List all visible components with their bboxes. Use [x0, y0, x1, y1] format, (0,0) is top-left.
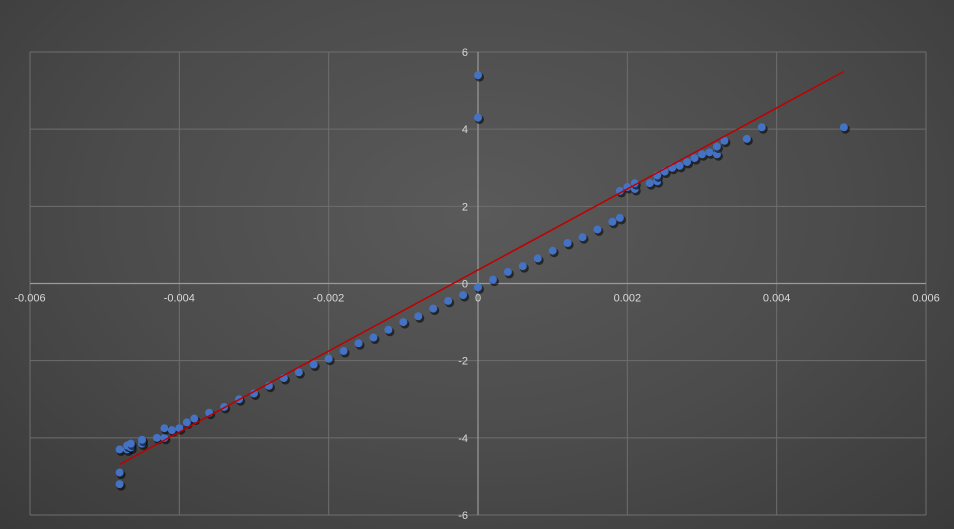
data-point [250, 389, 258, 398]
data-point [152, 433, 161, 442]
y-tick-label: 2 [462, 201, 468, 213]
data-point [839, 123, 848, 132]
y-tick-label: -4 [458, 433, 468, 445]
y-tick-label: -6 [458, 510, 468, 522]
x-tick-label: -0.002 [313, 293, 344, 305]
y-tick-label: 4 [462, 124, 468, 136]
data-point [712, 142, 721, 151]
data-point [414, 312, 423, 321]
data-point [548, 246, 557, 255]
y-tick-label: -2 [458, 356, 468, 368]
data-point [705, 148, 714, 157]
x-tick-label: -0.004 [164, 293, 195, 305]
x-tick-label: -0.006 [14, 293, 45, 305]
data-point [533, 254, 542, 263]
x-tick-label: 0 [475, 293, 481, 305]
data-point [459, 291, 468, 300]
data-point [190, 414, 199, 423]
data-point [115, 480, 124, 489]
data-point [757, 123, 766, 132]
data-point [115, 445, 124, 454]
data-point [444, 296, 453, 305]
data-point [324, 354, 333, 363]
data-point [115, 468, 124, 477]
data-point [518, 262, 527, 271]
y-tick-labels: -6 -4 -2 0 2 4 6 [458, 47, 468, 522]
data-point [615, 213, 624, 222]
data-point [645, 179, 654, 188]
data-point [369, 333, 378, 342]
data-point [167, 426, 176, 435]
data-point [354, 339, 363, 348]
x-tick-labels: -0.006 -0.004 -0.002 0 0.002 0.004 0.006 [14, 293, 939, 305]
data-point [690, 154, 699, 163]
data-point [474, 71, 482, 80]
data-point [182, 418, 191, 427]
data-point [720, 136, 729, 145]
data-point [608, 217, 617, 226]
trendline [119, 70, 845, 466]
data-point [578, 233, 587, 242]
data-point [399, 318, 408, 327]
data-point [503, 267, 512, 276]
x-tick-label: 0.004 [763, 293, 791, 305]
trendline-group [119, 70, 845, 466]
data-point [698, 150, 706, 159]
data-point [294, 368, 303, 377]
data-point [615, 186, 624, 195]
data-point [126, 439, 135, 448]
y-tick-label: 0 [462, 279, 468, 291]
data-point [488, 275, 497, 284]
data-point [474, 113, 482, 122]
data-point [683, 157, 692, 166]
data-point [623, 183, 632, 192]
data-point [563, 238, 572, 247]
data-point [309, 360, 318, 369]
data-point [160, 424, 169, 433]
data-point [339, 347, 348, 356]
data-point [742, 134, 751, 143]
data-point [429, 304, 438, 313]
x-tick-label: 0.006 [912, 293, 940, 305]
data-point [384, 325, 393, 334]
y-tick-label: 6 [462, 47, 468, 59]
x-tick-label: 0.002 [614, 293, 642, 305]
data-points [115, 71, 850, 491]
data-point [138, 435, 146, 444]
data-point [474, 283, 482, 292]
data-point [593, 225, 602, 234]
data-point [675, 161, 684, 170]
